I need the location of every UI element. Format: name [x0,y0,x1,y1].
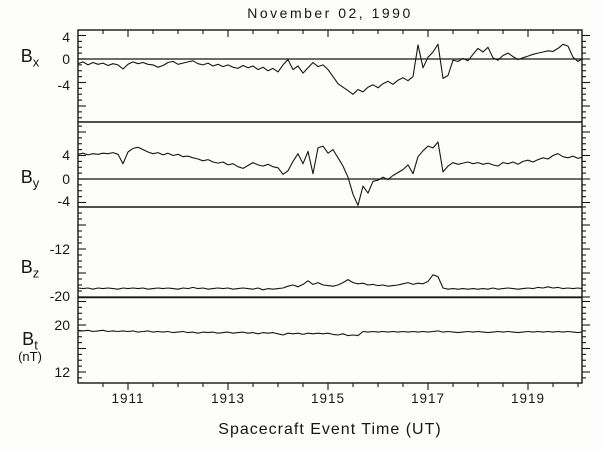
panel-label-bt: Bt [6,329,54,353]
panel-label-base: B [22,329,35,349]
xtick-label-1911: 1911 [111,391,145,406]
ytick-label-bz--20: -20 [49,288,70,304]
x-axis-title: Spacecraft Event Time (UT) [218,421,442,438]
ytick-label-bx-4: 4 [62,29,70,45]
ytick-label-bz--12: -12 [49,241,70,257]
panel-label-sub: t [34,337,38,353]
trace-bx [77,43,583,95]
trace-bt [77,329,583,337]
ytick-label-bt-12: 12 [54,364,70,380]
xtick-label-1913: 1913 [210,391,246,406]
trace-by [77,141,583,206]
panel-label-bx: Bx [6,46,54,70]
panel-label-base: B [20,46,33,66]
panel-label-sub: z [32,265,40,281]
panel-label-sub: x [32,54,40,70]
panel-unit-bt: (nT) [18,349,42,364]
ytick-label-by-4: 4 [62,147,70,163]
ytick-label-bt-20: 20 [54,317,70,333]
trace-bz [77,274,583,291]
ytick-label-bx--4: -4 [57,77,70,93]
xtick-label-1919: 1919 [510,391,546,406]
ytick-label-by--4: -4 [57,193,70,209]
panel-label-bz: Bz [6,257,54,281]
panel-label-sub: y [32,175,40,191]
chart-title: November 02, 1990 [247,5,413,21]
panel-label-base: B [20,167,33,187]
panel-label-by: By [6,167,54,191]
xtick-label-1917: 1917 [410,391,446,406]
ytick-label-by-0: 0 [62,171,70,187]
xtick-label-1915: 1915 [310,391,346,406]
ytick-label-bx-0: 0 [62,51,70,67]
panel-label-base: B [20,257,33,277]
